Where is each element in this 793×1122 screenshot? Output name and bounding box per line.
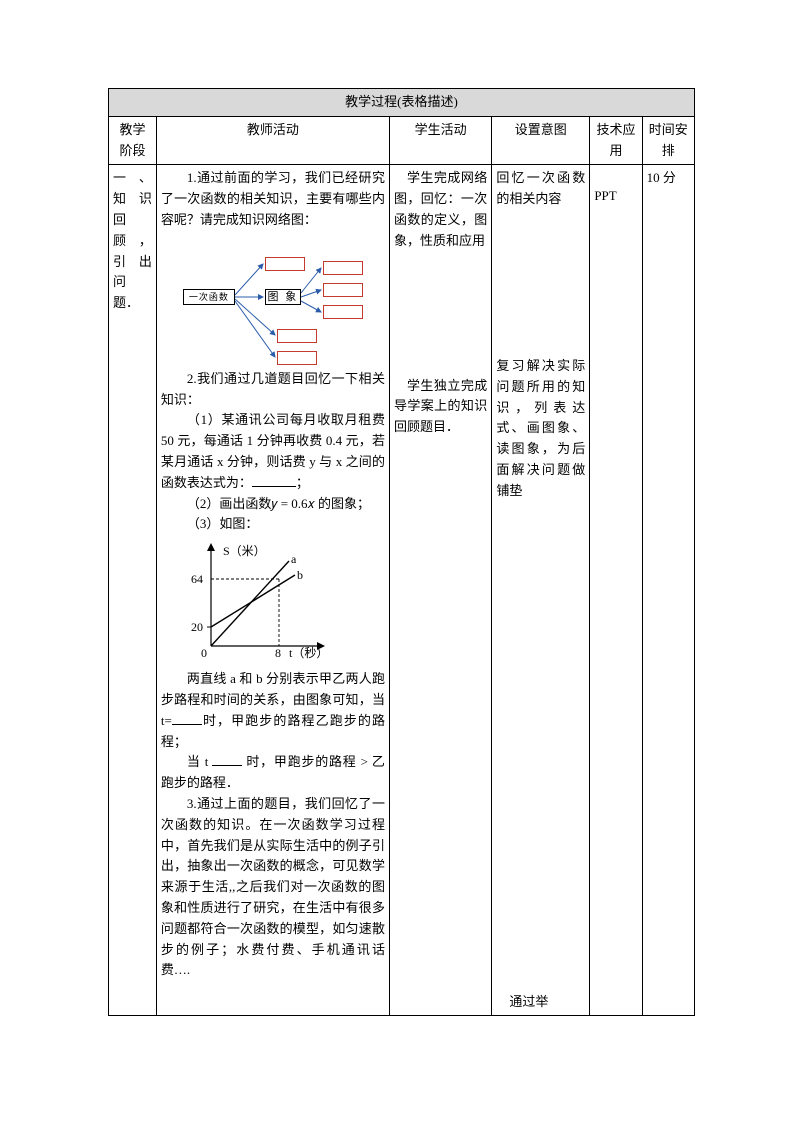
diagram-box — [277, 329, 317, 343]
svg-text:20: 20 — [191, 620, 203, 634]
hdr-tech: 技术应用 — [590, 116, 642, 165]
diagram-mid: 图 象 — [265, 289, 301, 305]
student-s1: 学生完成网络图，回忆：一次函数的定义，图象，性质和应用 — [394, 168, 487, 251]
cell-stage: 一、知识 回顾，引出 问题． — [109, 165, 157, 1016]
svg-text:a: a — [291, 552, 297, 566]
hdr-student: 学生活动 — [389, 116, 491, 165]
diagram-box — [323, 305, 363, 319]
table-title-row: 教学过程(表格描述) — [109, 89, 695, 117]
blank-line — [212, 754, 242, 766]
teacher-q2: （2）画出函数𝑦 = 0.6𝑥 的图象； — [161, 494, 385, 515]
cell-time: 10 分 — [642, 165, 694, 1016]
intent-i3: 通过举 — [496, 992, 585, 1013]
diagram-box — [323, 261, 363, 275]
hdr-time: 时间安排 — [642, 116, 694, 165]
svg-text:64: 64 — [191, 572, 203, 586]
cell-tech: PPT — [590, 165, 642, 1016]
teacher-q3: （3）如图： — [161, 514, 385, 535]
diagram-box — [277, 351, 317, 365]
tech-value: PPT — [594, 188, 616, 203]
cell-student: 学生完成网络图，回忆：一次函数的定义，图象，性质和应用 学生独立完成导学案上的知… — [389, 165, 491, 1016]
teacher-q1: （1）某通讯公司每月收取月租费 50 元，每通话 1 分钟再收费 0.4 元，若… — [161, 410, 385, 493]
diagram-box — [323, 283, 363, 297]
blank-line — [252, 475, 296, 487]
teacher-p3c: 当 t 时，甲跑步的路程 > 乙跑步的路程． — [161, 752, 385, 794]
intent-i1: 回忆一次函数的相关内容 — [496, 170, 585, 206]
teacher-p4: 3.通过上面的题目，我们回忆了一次函数的知识。在一次函数学习过程中，首先我们是从… — [161, 794, 385, 981]
line-graph: S（米） 64 20 0 8 t（秒） a b — [183, 541, 333, 661]
svg-text:b: b — [297, 568, 303, 582]
cell-intent: 回忆一次函数的相关内容 复习解决实际问题所用的知识，列表达式、画图象、读图象，为… — [492, 165, 590, 1016]
teacher-p1: 1.通过前面的学习，我们已经研究了一次函数的相关知识，主要有哪些内容呢？请完成知… — [161, 168, 385, 230]
graph-svg: S（米） 64 20 0 8 t（秒） a b — [183, 541, 333, 661]
svg-text:t（秒）: t（秒） — [289, 646, 328, 660]
hdr-teacher: 教师活动 — [156, 116, 389, 165]
teacher-p2: 2.我们通过几道题目回忆一下相关知识： — [161, 369, 385, 411]
table-title: 教学过程(表格描述) — [109, 89, 695, 117]
intent-i2: 复习解决实际问题所用的知识，列表达式、画图象、读图象，为后面解决问题做铺垫 — [496, 358, 585, 498]
teacher-p3a: 两直线 a 和 b 分别表示甲乙两人跑步路程和时间的关系，由图象可知，当 t=时… — [161, 669, 385, 752]
lesson-table: 教学过程(表格描述) 教学阶段 教师活动 学生活动 设置意图 技术应用 时间安排… — [108, 88, 695, 1016]
svg-text:0: 0 — [201, 646, 207, 660]
cell-teacher: 1.通过前面的学习，我们已经研究了一次函数的相关知识，主要有哪些内容呢？请完成知… — [156, 165, 389, 1016]
diagram-root: 一次函数 — [183, 289, 235, 305]
table-header-row: 教学阶段 教师活动 学生活动 设置意图 技术应用 时间安排 — [109, 116, 695, 165]
concept-map-diagram: 一次函数 图 象 — [173, 233, 373, 363]
hdr-intent: 设置意图 — [492, 116, 590, 165]
student-s2: 学生独立完成导学案上的知识回顾题目． — [394, 376, 487, 438]
blank-line — [172, 713, 202, 725]
svg-text:8: 8 — [275, 646, 281, 660]
table-row: 一、知识 回顾，引出 问题． 1.通过前面的学习，我们已经研究了一次函数的相关知… — [109, 165, 695, 1016]
hdr-stage: 教学阶段 — [109, 116, 157, 165]
diagram-box — [265, 257, 305, 271]
svg-text:S（米）: S（米） — [223, 544, 266, 558]
